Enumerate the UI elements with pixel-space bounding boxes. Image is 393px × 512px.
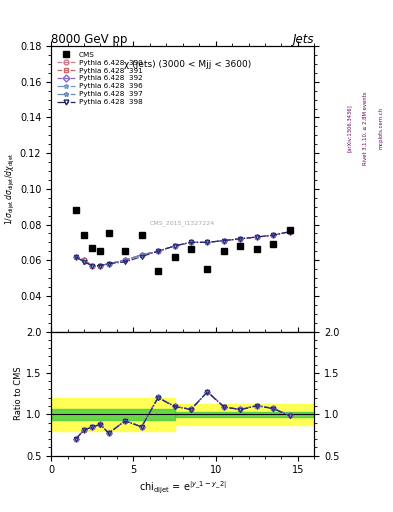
Text: CMS_2015_I1327224: CMS_2015_I1327224: [150, 220, 215, 226]
Legend: CMS, Pythia 6.428  390, Pythia 6.428  391, Pythia 6.428  392, Pythia 6.428  396,: CMS, Pythia 6.428 390, Pythia 6.428 391,…: [55, 50, 145, 107]
Text: Rivet 3.1.10, ≥ 2.8M events: Rivet 3.1.10, ≥ 2.8M events: [363, 91, 368, 165]
Text: Jets: Jets: [293, 33, 314, 46]
Text: χ (jets) (3000 < Mjj < 3600): χ (jets) (3000 < Mjj < 3600): [125, 60, 252, 69]
X-axis label: chi$_\mathrm{dijet}$ = e$^{|y\_1-y\_2|}$: chi$_\mathrm{dijet}$ = e$^{|y\_1-y\_2|}$: [139, 480, 227, 496]
Text: mcplots.cern.ch: mcplots.cern.ch: [379, 107, 384, 149]
Text: [arXiv:1306.3436]: [arXiv:1306.3436]: [347, 104, 352, 152]
Y-axis label: Ratio to CMS: Ratio to CMS: [14, 367, 23, 420]
Y-axis label: $1/\sigma_\mathrm{dijet}\,d\sigma_\mathrm{dijet}/d\chi_\mathrm{dijet}$: $1/\sigma_\mathrm{dijet}\,d\sigma_\mathr…: [4, 153, 17, 225]
Text: 8000 GeV pp: 8000 GeV pp: [51, 33, 127, 46]
